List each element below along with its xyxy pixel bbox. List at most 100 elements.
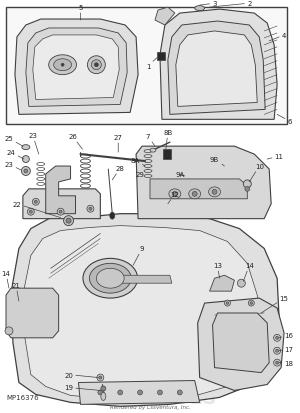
Ellipse shape [89, 208, 92, 211]
Polygon shape [15, 20, 138, 115]
Ellipse shape [96, 268, 124, 288]
Ellipse shape [189, 190, 201, 199]
Ellipse shape [138, 390, 142, 395]
Ellipse shape [276, 337, 279, 339]
Ellipse shape [110, 213, 115, 220]
Text: 9: 9 [133, 246, 144, 266]
Ellipse shape [97, 374, 104, 381]
Ellipse shape [98, 390, 103, 395]
Polygon shape [136, 147, 271, 219]
Text: 8B: 8B [163, 130, 172, 150]
Polygon shape [168, 22, 265, 115]
Ellipse shape [99, 376, 102, 379]
Text: 5: 5 [78, 5, 83, 21]
Ellipse shape [83, 259, 138, 298]
Polygon shape [11, 214, 279, 406]
Bar [6, 8, 287, 125]
Bar [157, 53, 165, 61]
Ellipse shape [245, 187, 250, 192]
Text: 27: 27 [114, 135, 123, 153]
Ellipse shape [57, 209, 64, 216]
Ellipse shape [5, 327, 13, 335]
Text: 23: 23 [28, 133, 39, 155]
Ellipse shape [59, 211, 62, 214]
Polygon shape [210, 275, 234, 292]
Text: 11: 11 [267, 154, 284, 160]
Ellipse shape [34, 201, 37, 204]
Ellipse shape [243, 180, 251, 188]
Polygon shape [23, 190, 100, 219]
Ellipse shape [274, 335, 280, 342]
Text: 29: 29 [136, 170, 148, 178]
Ellipse shape [61, 64, 64, 67]
Text: 9B: 9B [210, 157, 224, 166]
Ellipse shape [276, 349, 279, 352]
Text: 6: 6 [277, 115, 292, 125]
Text: OVERHAULS: OVERHAULS [84, 388, 216, 407]
Ellipse shape [22, 156, 29, 163]
Ellipse shape [21, 167, 30, 176]
Polygon shape [33, 36, 119, 100]
Text: 28: 28 [112, 166, 124, 180]
Ellipse shape [250, 302, 253, 304]
Ellipse shape [29, 211, 32, 214]
Ellipse shape [92, 61, 101, 71]
Ellipse shape [158, 390, 162, 395]
Text: 2: 2 [210, 1, 251, 8]
Ellipse shape [32, 199, 39, 206]
Polygon shape [155, 8, 175, 26]
Polygon shape [198, 298, 284, 391]
Text: 13: 13 [213, 263, 222, 278]
Text: 22: 22 [13, 201, 61, 218]
Text: 17: 17 [279, 346, 293, 352]
Ellipse shape [94, 64, 98, 68]
Ellipse shape [192, 192, 197, 197]
Ellipse shape [195, 7, 205, 12]
Polygon shape [26, 29, 127, 107]
Bar [163, 150, 171, 160]
Ellipse shape [274, 359, 280, 366]
Ellipse shape [118, 390, 123, 395]
Text: 14: 14 [243, 263, 254, 282]
Text: Rendered by LssVentura, Inc.: Rendered by LssVentura, Inc. [110, 404, 190, 409]
Ellipse shape [64, 216, 74, 226]
Text: 21: 21 [11, 282, 20, 301]
Ellipse shape [101, 392, 106, 401]
Ellipse shape [24, 170, 28, 173]
Ellipse shape [208, 188, 220, 197]
Polygon shape [176, 32, 257, 107]
Text: 26: 26 [68, 134, 83, 150]
Ellipse shape [49, 56, 76, 76]
Text: 4: 4 [269, 33, 286, 42]
Ellipse shape [276, 361, 279, 364]
Polygon shape [23, 226, 259, 399]
Ellipse shape [27, 209, 34, 216]
Ellipse shape [66, 218, 71, 223]
Text: 24: 24 [7, 150, 24, 160]
Polygon shape [79, 381, 200, 404]
Text: 10: 10 [249, 164, 264, 183]
Text: 15: 15 [261, 295, 289, 313]
Text: 8A: 8A [130, 158, 145, 166]
Polygon shape [118, 275, 172, 283]
Text: 7: 7 [146, 134, 155, 147]
Polygon shape [160, 10, 277, 120]
Text: 9A: 9A [175, 171, 185, 178]
Ellipse shape [177, 390, 182, 395]
Ellipse shape [150, 149, 156, 153]
Polygon shape [46, 166, 76, 214]
Text: 1: 1 [146, 59, 157, 69]
Ellipse shape [101, 386, 106, 391]
Polygon shape [150, 180, 247, 199]
Ellipse shape [212, 190, 217, 195]
Ellipse shape [248, 300, 254, 306]
Text: 3: 3 [200, 1, 217, 7]
Text: 20: 20 [64, 372, 98, 377]
Text: MP16376: MP16376 [6, 394, 39, 401]
Text: 16: 16 [279, 332, 293, 338]
Ellipse shape [22, 145, 30, 150]
Polygon shape [213, 313, 269, 373]
Text: 12: 12 [168, 191, 179, 204]
Ellipse shape [224, 300, 230, 306]
Ellipse shape [172, 192, 177, 197]
